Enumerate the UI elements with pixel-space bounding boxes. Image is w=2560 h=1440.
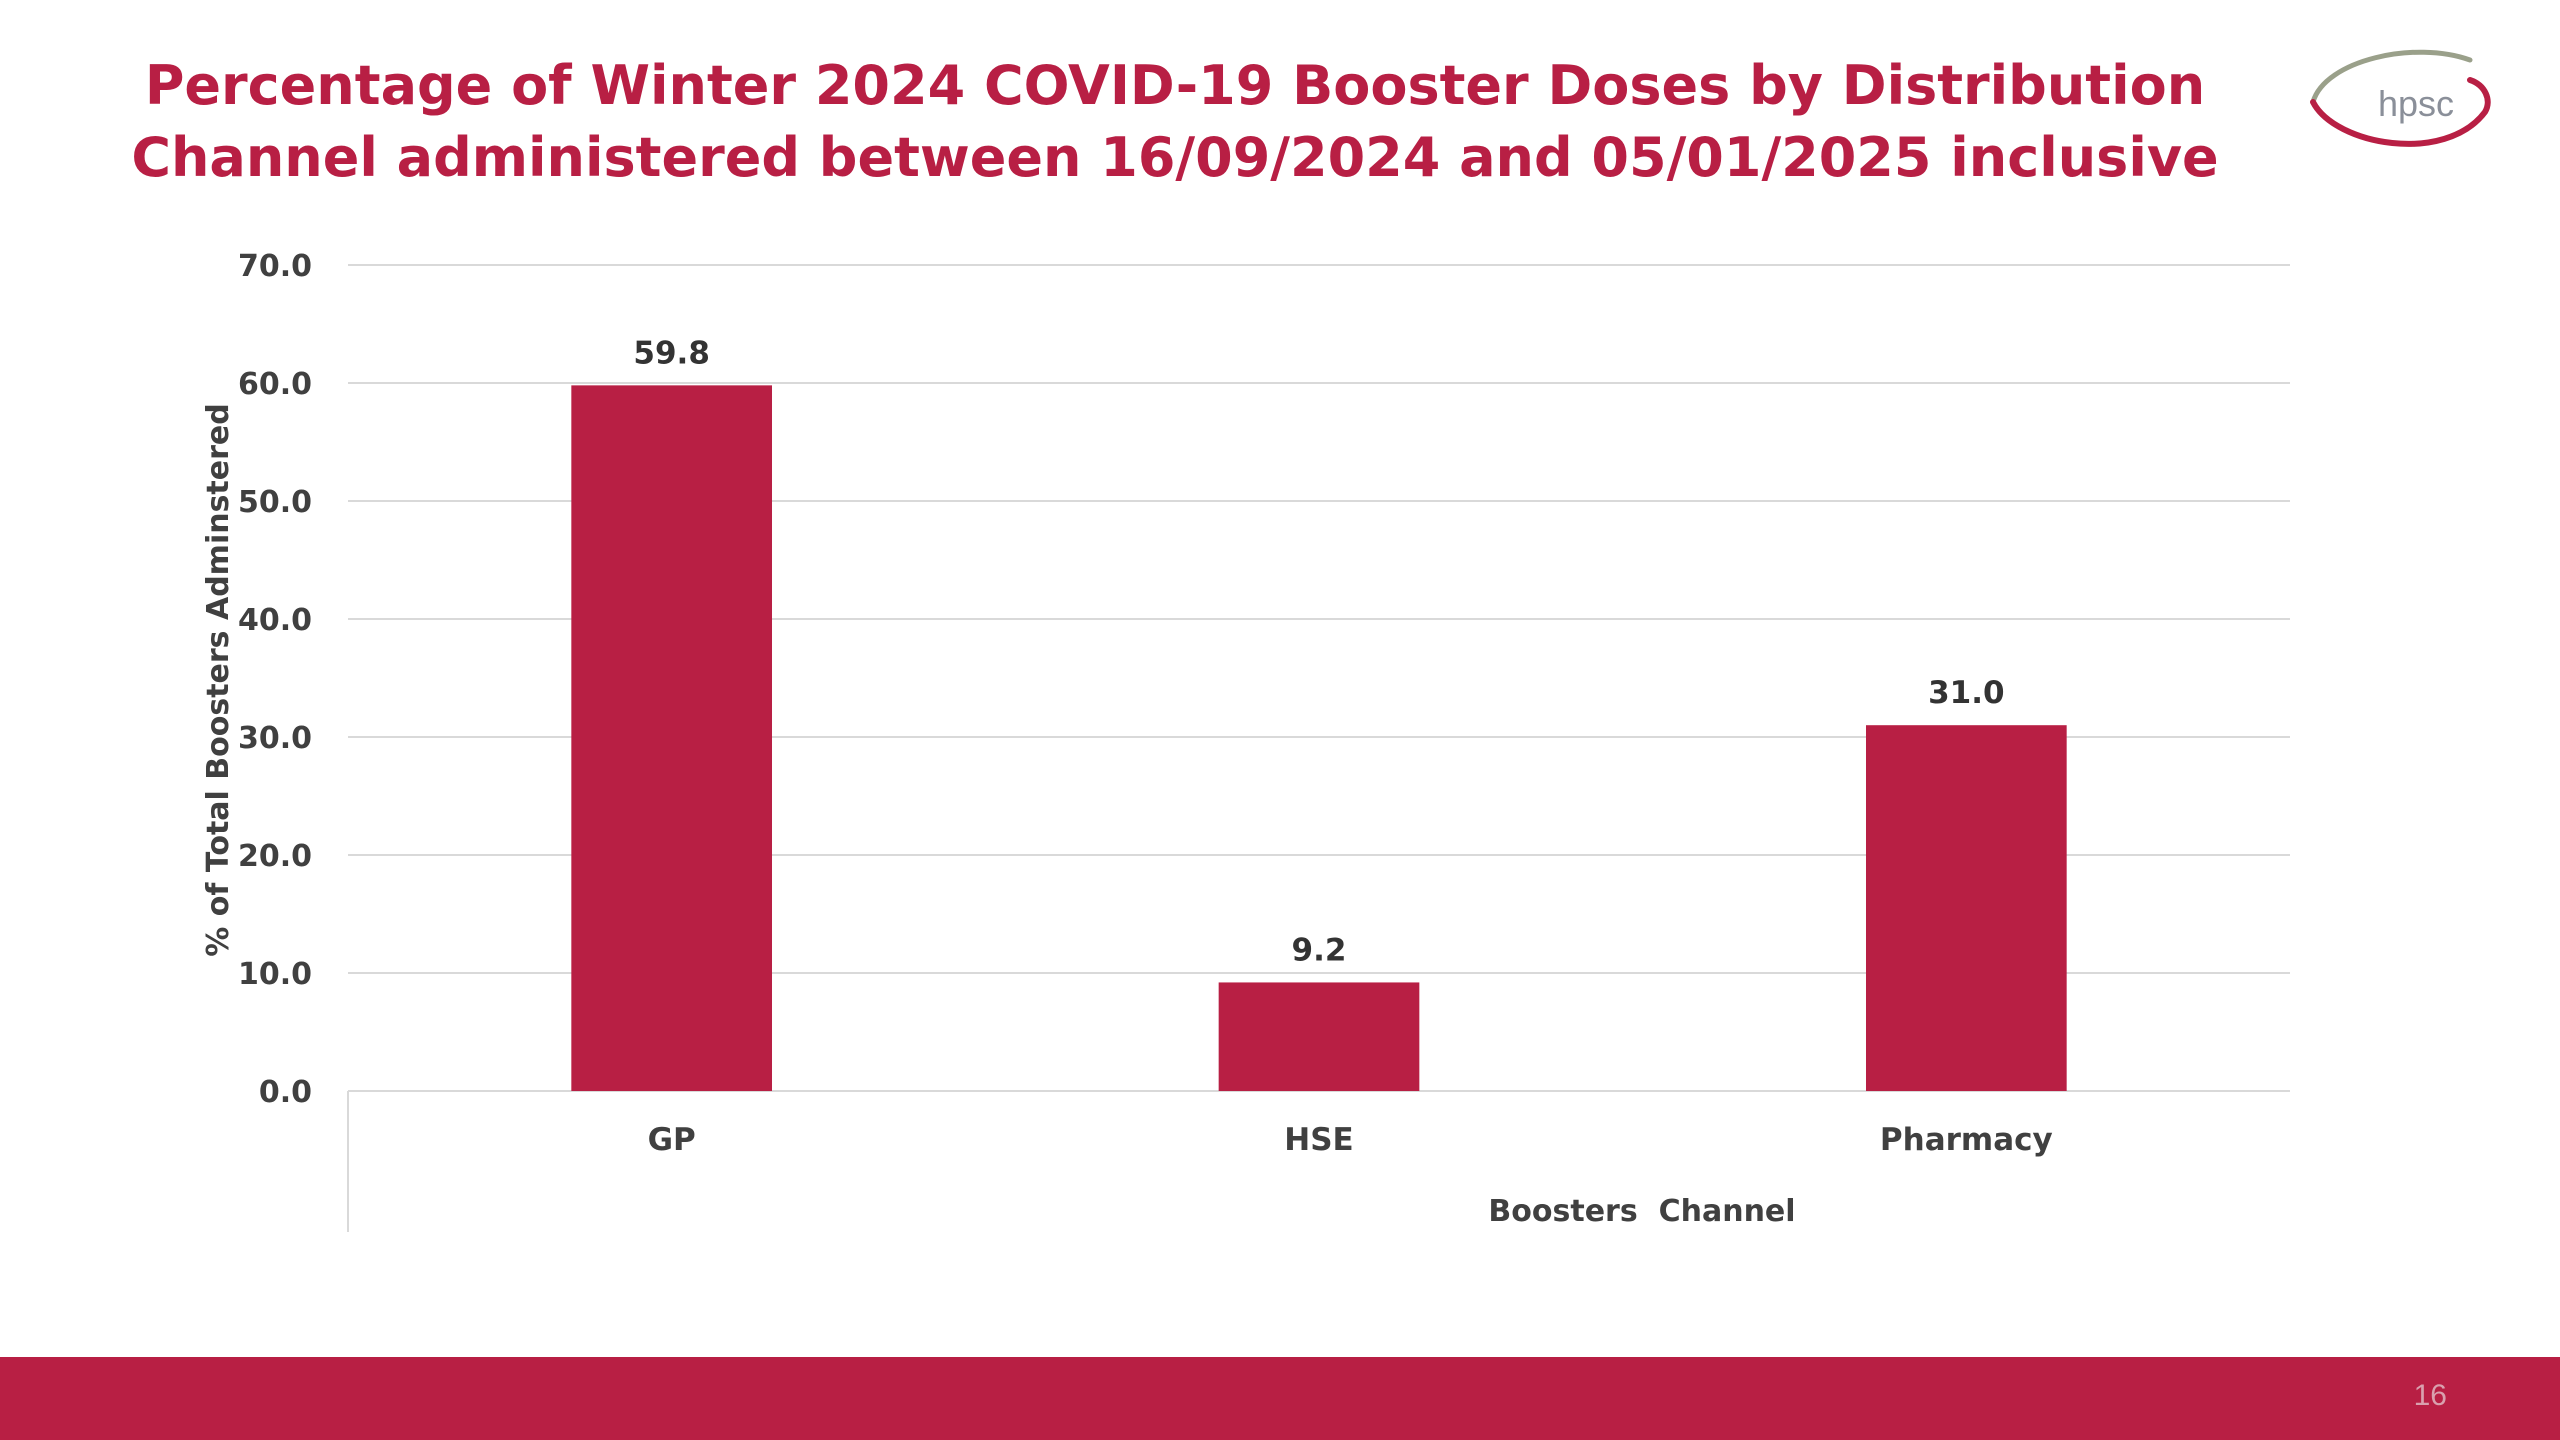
chart-title: Percentage of Winter 2024 COVID-19 Boost… [100,50,2250,194]
y-axis-title: % of Total Boosters Adminstered [201,403,236,957]
y-tick-label: 10.0 [238,957,312,992]
data-label: 31.0 [1928,675,2005,711]
hpsc-logo-swoosh-grey [2310,49,2473,105]
bars [571,385,2067,1091]
footer-bar: 16 [0,1357,2560,1440]
bar-pharmacy [1865,725,2067,1091]
chart-title-line-1: Percentage of Winter 2024 COVID-19 Boost… [144,54,2206,117]
y-tick-label: 20.0 [238,839,312,874]
x-axis-title: Boosters Channel [1488,1194,1795,1229]
hpsc-logo-text: hpsc [2378,83,2454,124]
y-tick-label: 30.0 [238,721,312,756]
y-tick-label: 40.0 [238,603,312,638]
bar-chart: 0.0 10.0 20.0 30.0 40.0 50.0 60.0 70.0 59.8 GP 9.2… [201,249,2290,1232]
x-category-label: Pharmacy [1880,1122,2053,1158]
page-number: 16 [2413,1379,2447,1412]
y-tick-label: 0.0 [259,1075,312,1110]
hpsc-logo-swoosh-red [2310,77,2491,147]
y-tick-label: 70.0 [238,249,312,284]
y-tick-label: 60.0 [238,367,312,402]
data-label: 9.2 [1292,932,1347,968]
bar-gp [571,385,773,1091]
y-tick-label: 50.0 [238,485,312,520]
x-category-label: GP [648,1122,696,1158]
x-category-label: HSE [1284,1122,1353,1158]
chart-title-line-2: Channel administered between 16/09/2024 … [131,126,2219,189]
labels: 0.0 10.0 20.0 30.0 40.0 50.0 60.0 70.0 59.8 GP 9.2… [201,249,2053,1229]
data-label: 59.8 [633,335,710,371]
hpsc-logo: hpsc [2310,49,2491,147]
bar-hse [1218,982,1420,1091]
